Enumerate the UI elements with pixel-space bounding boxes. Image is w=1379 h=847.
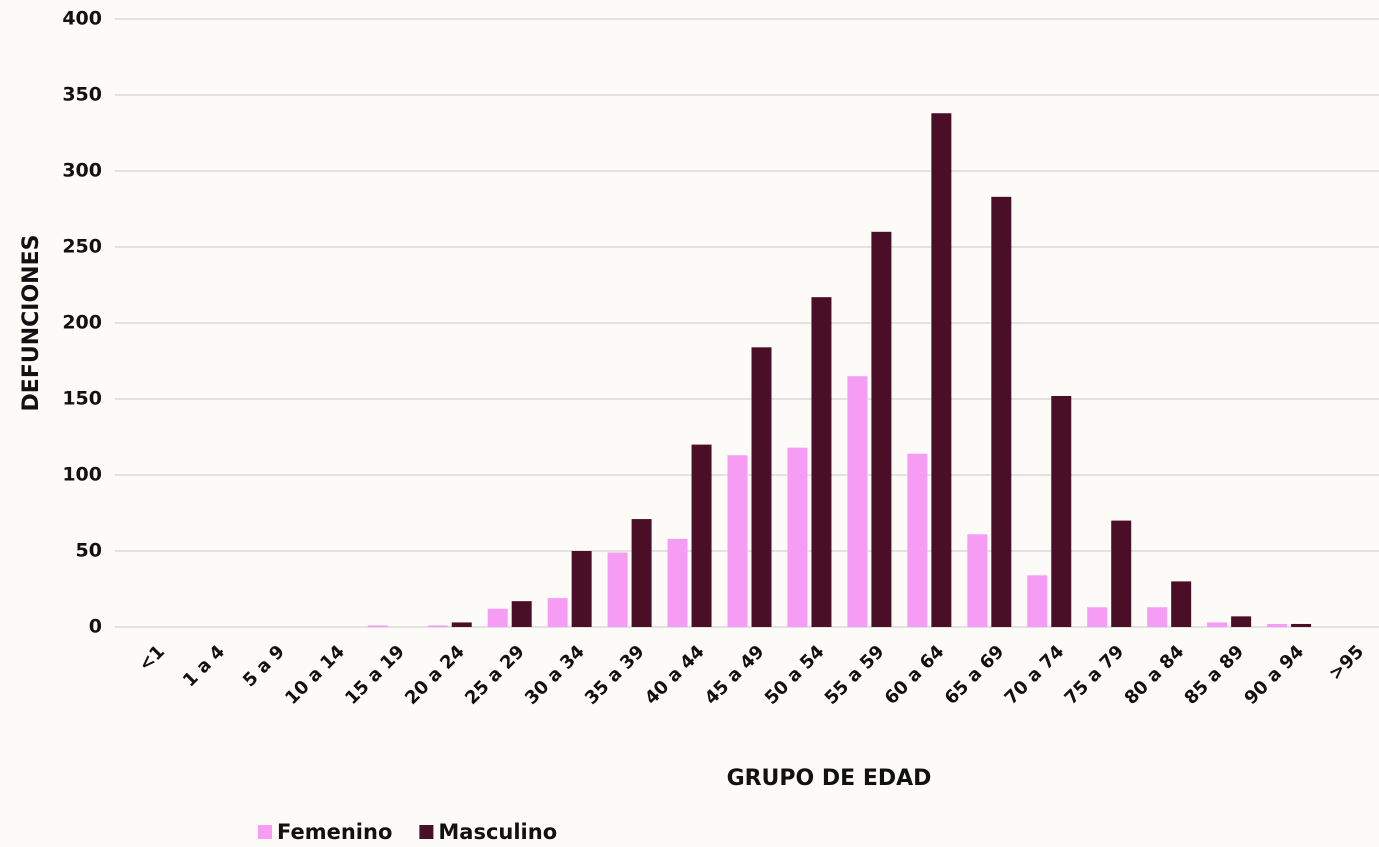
- x-tick-label: 55 a 59: [821, 641, 889, 709]
- x-tick-label: <1: [135, 641, 169, 675]
- legend-swatch: [258, 825, 272, 839]
- x-tick-label: 75 a 79: [1061, 641, 1129, 709]
- bar: [991, 196, 1012, 627]
- y-axis-title: DEFUNCIONES: [19, 235, 44, 412]
- x-tick-label: 45 a 49: [701, 641, 769, 709]
- y-tick-label: 250: [62, 236, 102, 258]
- bar: [691, 444, 712, 627]
- legend-label: Masculino: [438, 820, 557, 844]
- y-tick-label: 400: [62, 8, 102, 30]
- x-tick-label: 70 a 74: [1001, 641, 1069, 709]
- bar: [787, 447, 808, 627]
- bar: [607, 552, 628, 627]
- legend-label: Femenino: [277, 820, 392, 844]
- y-tick-label: 50: [76, 540, 102, 562]
- x-tick-label: 35 a 39: [581, 641, 649, 709]
- x-tick-label: 80 a 84: [1121, 641, 1189, 709]
- x-tick-label: 60 a 64: [881, 641, 949, 709]
- bar: [1267, 623, 1288, 627]
- bar: [967, 534, 988, 627]
- x-tick-label: 1 a 4: [179, 641, 229, 691]
- bar: [547, 598, 568, 627]
- x-tick-label: 15 a 19: [341, 641, 409, 709]
- bar: [631, 519, 652, 627]
- bar: [451, 622, 472, 627]
- x-tick-label: 50 a 54: [761, 641, 829, 709]
- y-tick-label: 150: [62, 388, 102, 410]
- bar: [847, 376, 868, 627]
- bar: [1171, 581, 1192, 627]
- x-tick-label: 5 a 9: [239, 641, 289, 691]
- bar: [1087, 607, 1108, 627]
- x-tick-label: 85 a 89: [1180, 641, 1248, 709]
- x-tick-label: 10 a 14: [281, 641, 349, 709]
- bar: [367, 625, 388, 627]
- y-tick-label: 0: [89, 616, 102, 638]
- bar: [1051, 395, 1072, 627]
- bar: [811, 297, 832, 627]
- x-tick-label: 30 a 34: [521, 641, 589, 709]
- x-tick-label: 90 a 94: [1240, 641, 1308, 709]
- y-tick-label: 100: [62, 464, 102, 486]
- y-tick-label: 200: [62, 312, 102, 334]
- bar: [511, 601, 532, 627]
- bar: [667, 538, 688, 627]
- bar: [907, 453, 928, 627]
- bar: [1291, 623, 1312, 627]
- bar: [571, 551, 592, 627]
- bar: [1111, 520, 1132, 627]
- bar: [1147, 607, 1168, 627]
- legend-swatch: [419, 825, 434, 839]
- x-tick-label: 65 a 69: [941, 641, 1009, 709]
- bar: [487, 608, 508, 627]
- bar: [427, 625, 448, 627]
- bar: [751, 347, 772, 627]
- x-axis-title: GRUPO DE EDAD: [727, 766, 932, 791]
- y-tick-label: 300: [62, 160, 102, 182]
- x-tick-label: 20 a 24: [401, 641, 469, 709]
- bar: [1207, 622, 1228, 627]
- y-tick-label: 350: [62, 84, 102, 106]
- bar: [1231, 616, 1252, 627]
- bar: [871, 231, 892, 628]
- bar: [727, 455, 748, 627]
- bar: [931, 113, 952, 628]
- x-tick-label: >95: [1325, 641, 1368, 684]
- x-tick-label: 40 a 44: [641, 641, 709, 709]
- bar: [1027, 575, 1048, 627]
- x-tick-label: 25 a 29: [461, 641, 529, 709]
